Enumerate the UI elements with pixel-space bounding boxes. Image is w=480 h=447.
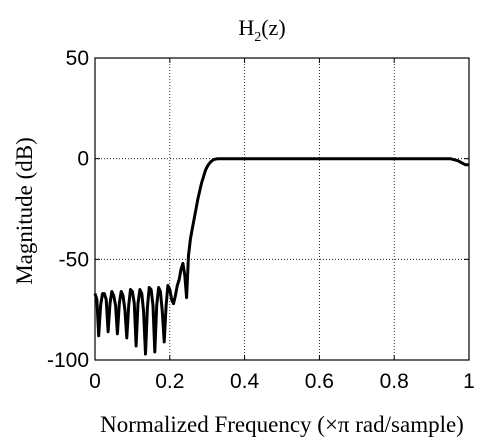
y-axis-label: Magnitude (dB) [12,137,37,285]
x-tick-label: 0.2 [155,370,184,393]
x-tick-label: 0.4 [230,370,260,393]
tick-labels: 0 0.2 0.4 0.6 0.8 1 -100 -50 0 50 [47,47,475,393]
grid [95,58,469,360]
x-tick-label: 0.6 [305,370,334,393]
plot-frame [94,57,470,361]
chart-title: H2(z) [238,15,285,45]
x-axis-label: Normalized Frequency (×π rad/sample) [100,412,464,437]
chart-title-main: H [238,15,254,40]
series-line [93,157,469,356]
y-tick-label: 50 [66,47,89,70]
x-tick-label: 0 [89,370,101,393]
y-tick-label: -100 [47,349,89,372]
x-tick-label: 0.8 [380,370,409,393]
chart-title-subscript: 2 [254,30,261,45]
chart-title-suffix: (z) [261,15,285,40]
y-tick-label: 0 [77,148,89,171]
series [93,157,469,356]
y-tick-label: -50 [59,248,89,271]
ticks [94,57,470,361]
x-tick-label: 1 [463,370,475,393]
